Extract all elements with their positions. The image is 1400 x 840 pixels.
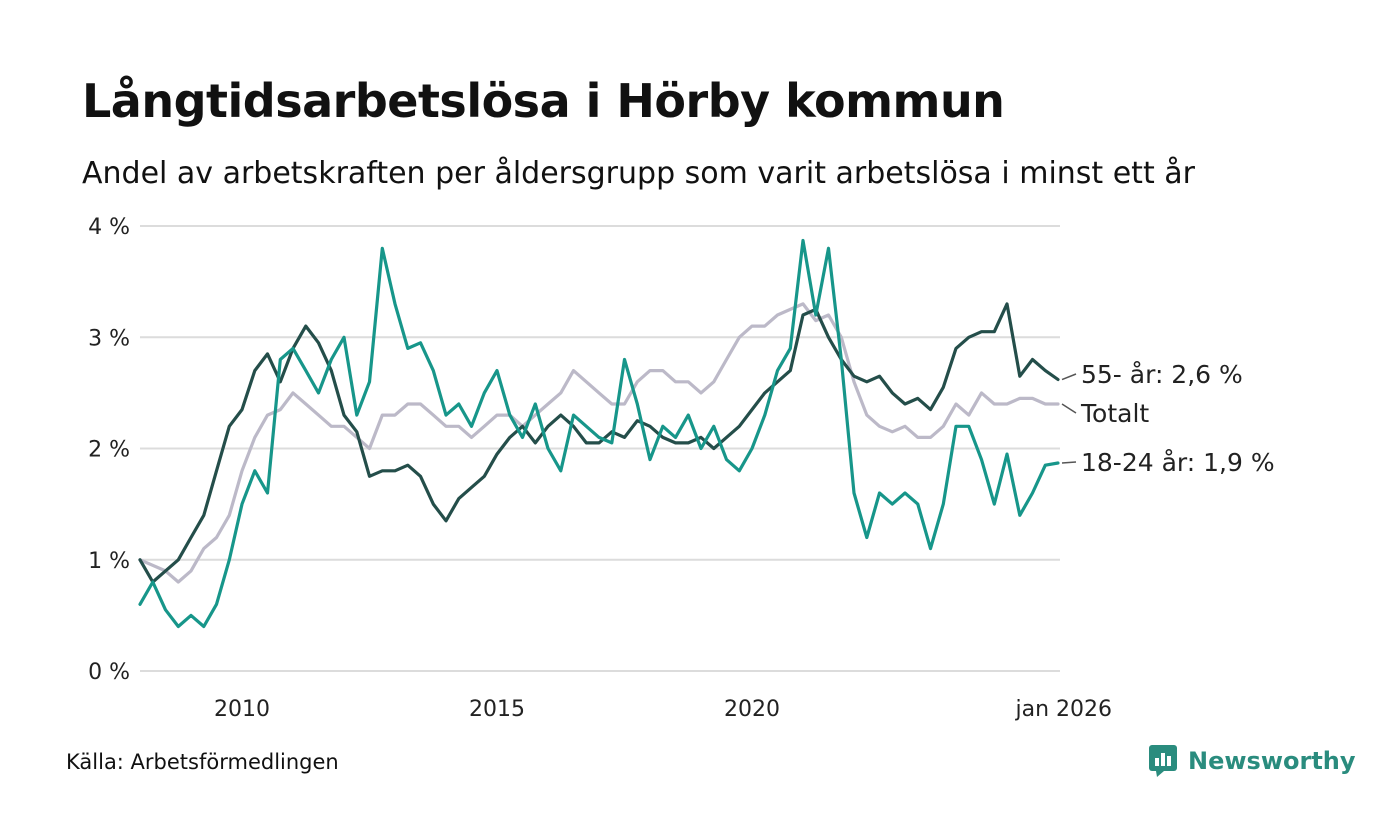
y-tick-label: 0 % (88, 660, 130, 685)
brand-name: Newsworthy (1188, 747, 1356, 775)
x-axis: 2010 2015 2020 jan 2026 (214, 697, 1112, 722)
x-tick-label: jan 2026 (1014, 697, 1112, 722)
newsworthy-icon (1149, 745, 1177, 777)
y-tick-label: 4 % (88, 215, 130, 240)
label-leader (1061, 461, 1077, 464)
label-leader (1061, 373, 1077, 381)
label-leader (1061, 403, 1077, 414)
series-end-label: Totalt (1080, 399, 1149, 428)
series-line (138, 302, 1060, 584)
brand-logo: Newsworthy (1148, 744, 1356, 778)
series-labels: Totalt 55- år: 2,6 % 18-24 år: 1,9 % (1061, 360, 1275, 477)
chart-subtitle: Andel av arbetskraften per åldersgrupp s… (82, 156, 1195, 191)
y-tick-label: 3 % (88, 326, 130, 351)
source-note: Källa: Arbetsförmedlingen (66, 750, 339, 774)
y-tick-label: 1 % (88, 549, 130, 574)
series-end-label: 55- år: 2,6 % (1081, 360, 1243, 389)
chart-title: Långtidsarbetslösa i Hörby kommun (82, 74, 1005, 128)
y-tick-label: 2 % (88, 438, 130, 463)
x-tick-label: 2010 (214, 697, 270, 722)
series-lines (138, 238, 1060, 629)
series-line (138, 302, 1060, 584)
grid (140, 225, 1060, 672)
x-tick-label: 2015 (469, 697, 525, 722)
series-end-label: 18-24 år: 1,9 % (1081, 448, 1275, 477)
x-tick-label: 2020 (724, 697, 780, 722)
y-axis: 0 % 1 % 2 % 3 % 4 % (88, 215, 130, 685)
series-line (138, 238, 1060, 629)
